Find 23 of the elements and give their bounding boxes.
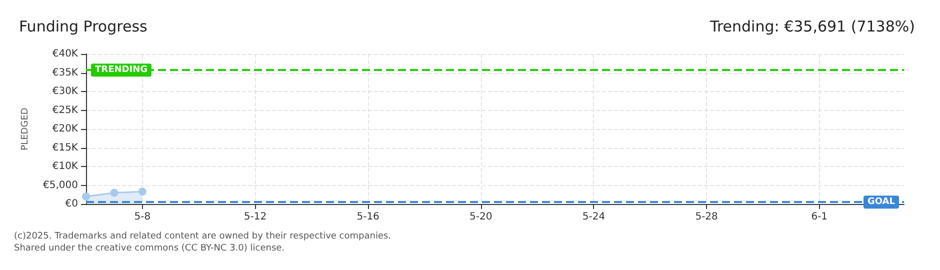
x-tick-label: 5-20 (470, 212, 492, 222)
x-tick-label: 5-24 (582, 212, 606, 222)
y-axis-title: PLEDGED (20, 108, 30, 150)
ref-line-label: GOAL (868, 197, 896, 208)
y-tick-label: €0 (65, 198, 78, 210)
x-tick-label: 6-1 (811, 212, 828, 222)
chart-title: Funding Progress (19, 18, 148, 36)
y-tick-label: €40K (52, 48, 78, 60)
y-tick-label: €20K (52, 124, 78, 134)
y-tick-label: €35K (52, 67, 78, 78)
chart-subtitle: Trending: €35,691 (7138%) (709, 18, 915, 36)
ref-line-label: TRENDING (95, 65, 148, 76)
x-tick-label: 5-12 (244, 212, 267, 222)
text: (c)2025. Trademarks and related content are owned by their respective companies. (14, 232, 392, 242)
y-tick-label: €5,000 (43, 180, 78, 191)
x-tick-label: 5-16 (356, 212, 380, 222)
x-tick-label: 5-8 (134, 212, 151, 222)
text: Shared under the creative commons (CC BY-NC 3.0) license. (14, 244, 285, 254)
y-tick-label: €10K (52, 161, 78, 172)
y-tick-label: €25K (52, 104, 78, 116)
y-tick-label: €30K (52, 86, 78, 97)
y-tick-label: €15K (52, 142, 78, 154)
x-tick-label: 5-28 (695, 212, 718, 222)
